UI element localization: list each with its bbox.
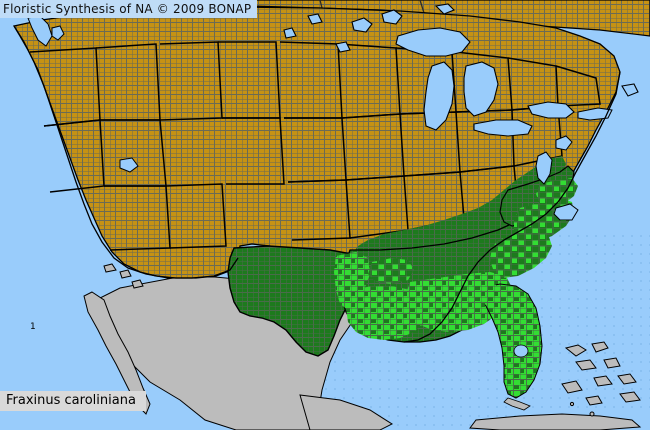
species-name-caption: Fraxinus caroliniana [0,391,146,411]
map-title-bar: Floristic Synthesis of NA © 2009 BONAP [0,0,258,18]
great-lakes [283,3,639,137]
ocean-region-marker-1: 1 [30,322,36,332]
coastline-outline [13,25,621,343]
species-name-text: Fraxinus caroliniana [6,393,136,408]
state-boundaries [29,41,601,251]
coastal-water-detail [27,15,613,221]
present-county-bright-green-region [334,178,578,411]
map-title-text: Floristic Synthesis of NA © 2009 BONAP [3,2,252,16]
